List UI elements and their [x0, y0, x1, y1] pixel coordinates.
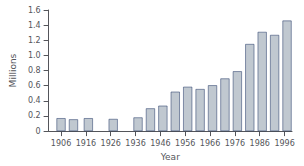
svg-text:1.0: 1.0 [28, 51, 41, 60]
svg-text:Year: Year [160, 152, 180, 162]
svg-text:0.8: 0.8 [28, 66, 41, 75]
svg-text:1976: 1976 [225, 139, 245, 148]
svg-text:1.6: 1.6 [28, 6, 41, 15]
svg-text:0.4: 0.4 [28, 96, 41, 105]
svg-text:1.4: 1.4 [28, 21, 41, 30]
svg-text:0: 0 [36, 127, 41, 136]
svg-text:1986: 1986 [250, 139, 270, 148]
svg-text:0.2: 0.2 [28, 111, 41, 120]
svg-text:1996: 1996 [274, 139, 294, 148]
svg-text:1936: 1936 [125, 139, 145, 148]
svg-text:1946: 1946 [150, 139, 170, 148]
svg-text:Millions: Millions [8, 53, 18, 87]
svg-text:1926: 1926 [101, 139, 121, 148]
svg-text:1.2: 1.2 [28, 36, 41, 45]
svg-text:1966: 1966 [200, 139, 220, 148]
svg-text:1956: 1956 [175, 139, 195, 148]
svg-text:1906: 1906 [51, 139, 71, 148]
svg-text:1916: 1916 [76, 139, 96, 148]
svg-text:0.6: 0.6 [28, 81, 41, 90]
